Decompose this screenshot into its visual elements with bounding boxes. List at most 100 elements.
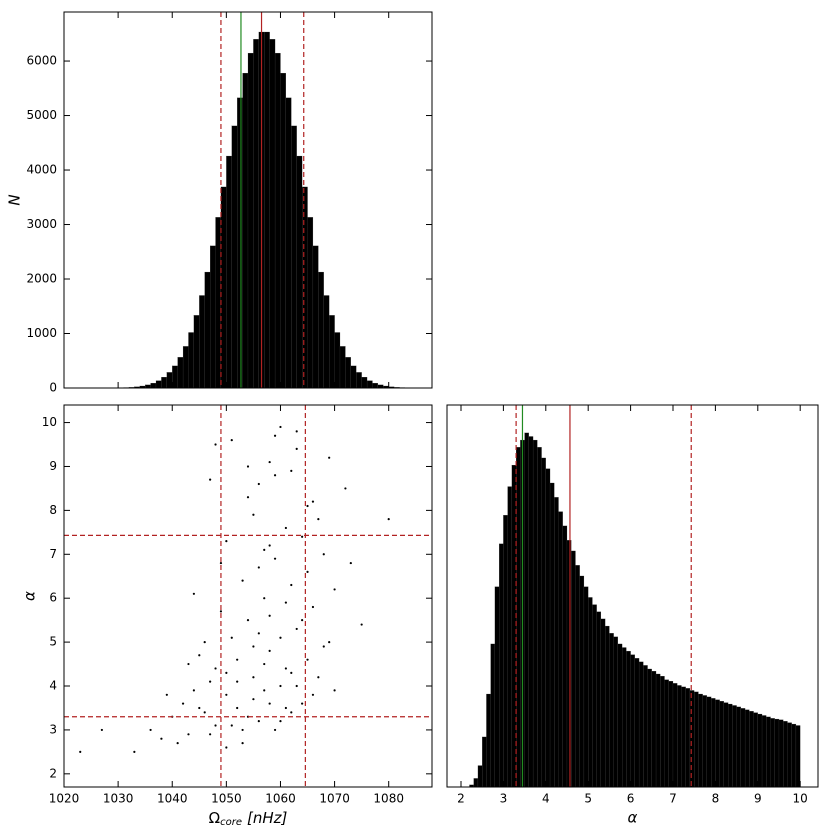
bar (285, 97, 292, 389)
point (301, 619, 304, 622)
bar (609, 633, 614, 788)
bar (339, 346, 346, 389)
bar (728, 703, 733, 788)
bar (761, 715, 767, 788)
bar (473, 778, 479, 788)
point (328, 456, 331, 459)
point (273, 728, 277, 732)
bar (554, 497, 559, 788)
bar (783, 721, 788, 788)
bar (486, 693, 491, 788)
point (257, 720, 260, 723)
x-tick-label: 4 (542, 792, 550, 806)
bar (545, 468, 551, 788)
axes-frame (446, 404, 819, 788)
point (295, 447, 298, 451)
panel: 2 3 4 5 6 7 8 9 10 α (446, 404, 819, 827)
point (268, 544, 271, 547)
point (290, 583, 293, 587)
bar (719, 701, 724, 788)
y-tick-label: 4000 (26, 163, 57, 177)
point (311, 605, 315, 609)
bar (172, 365, 178, 389)
x-tick-label: 10 (793, 792, 808, 806)
y-tick-label: 3000 (26, 217, 57, 231)
bar (220, 186, 227, 389)
x-tick-label: 3 (500, 792, 508, 806)
point (214, 443, 217, 446)
y-tick-label: 0 (49, 381, 57, 395)
point (225, 746, 228, 749)
bar (655, 673, 661, 788)
point (306, 658, 309, 661)
bar (503, 515, 508, 788)
point (295, 684, 298, 688)
bar (528, 436, 534, 788)
x-tick-label: 1030 (103, 792, 134, 806)
point (192, 689, 195, 692)
x-tick-label: 1020 (49, 792, 80, 806)
bar (744, 709, 750, 788)
point (192, 592, 195, 595)
bar (161, 377, 167, 389)
point (301, 535, 304, 538)
point (290, 711, 293, 714)
bar (516, 447, 521, 788)
point (214, 724, 217, 727)
bar (689, 690, 695, 788)
point (225, 671, 228, 674)
y-tick-label: 9 (49, 459, 57, 473)
bar (210, 245, 216, 389)
y-tick-label: 2000 (26, 272, 57, 286)
bar (329, 315, 335, 389)
point (225, 693, 228, 696)
point (322, 553, 325, 556)
panel: 0 1000 2000 3000 4000 5000 6000 N (6, 11, 433, 395)
bar (677, 685, 682, 788)
point (317, 676, 320, 679)
point (241, 728, 244, 732)
x-tick-label: 8 (712, 792, 720, 806)
point (290, 671, 293, 674)
point (349, 561, 352, 565)
bar (302, 186, 308, 389)
bar (155, 380, 162, 389)
bar (795, 725, 801, 788)
point (306, 570, 309, 573)
bar (524, 432, 529, 788)
point (241, 579, 244, 582)
bar (372, 382, 378, 389)
point (246, 496, 250, 499)
bar (356, 372, 362, 389)
point (301, 702, 304, 705)
x-tick-label: 2 (457, 792, 465, 806)
point (268, 460, 271, 464)
point (284, 526, 287, 530)
bar (694, 691, 699, 788)
point (236, 706, 239, 710)
bar (361, 377, 368, 389)
x-tick-label: 1070 (319, 792, 350, 806)
bar (770, 718, 775, 788)
point (263, 597, 266, 600)
point (257, 482, 260, 486)
point (284, 601, 287, 604)
bar (242, 72, 249, 389)
point (198, 706, 201, 710)
point (209, 733, 212, 736)
y-tick-label: 5000 (26, 108, 57, 122)
bar (253, 39, 259, 389)
bar (715, 699, 720, 788)
point (257, 566, 260, 569)
point (311, 500, 315, 503)
point (284, 667, 287, 670)
point (263, 548, 266, 551)
x-axis-label: Ωcore [nHz] (209, 809, 288, 829)
bar (226, 155, 232, 389)
point (252, 513, 255, 516)
bar (231, 125, 238, 389)
bar (199, 295, 205, 389)
bar (541, 457, 546, 788)
point (311, 693, 315, 696)
y-tick-label: 6 (49, 591, 57, 605)
